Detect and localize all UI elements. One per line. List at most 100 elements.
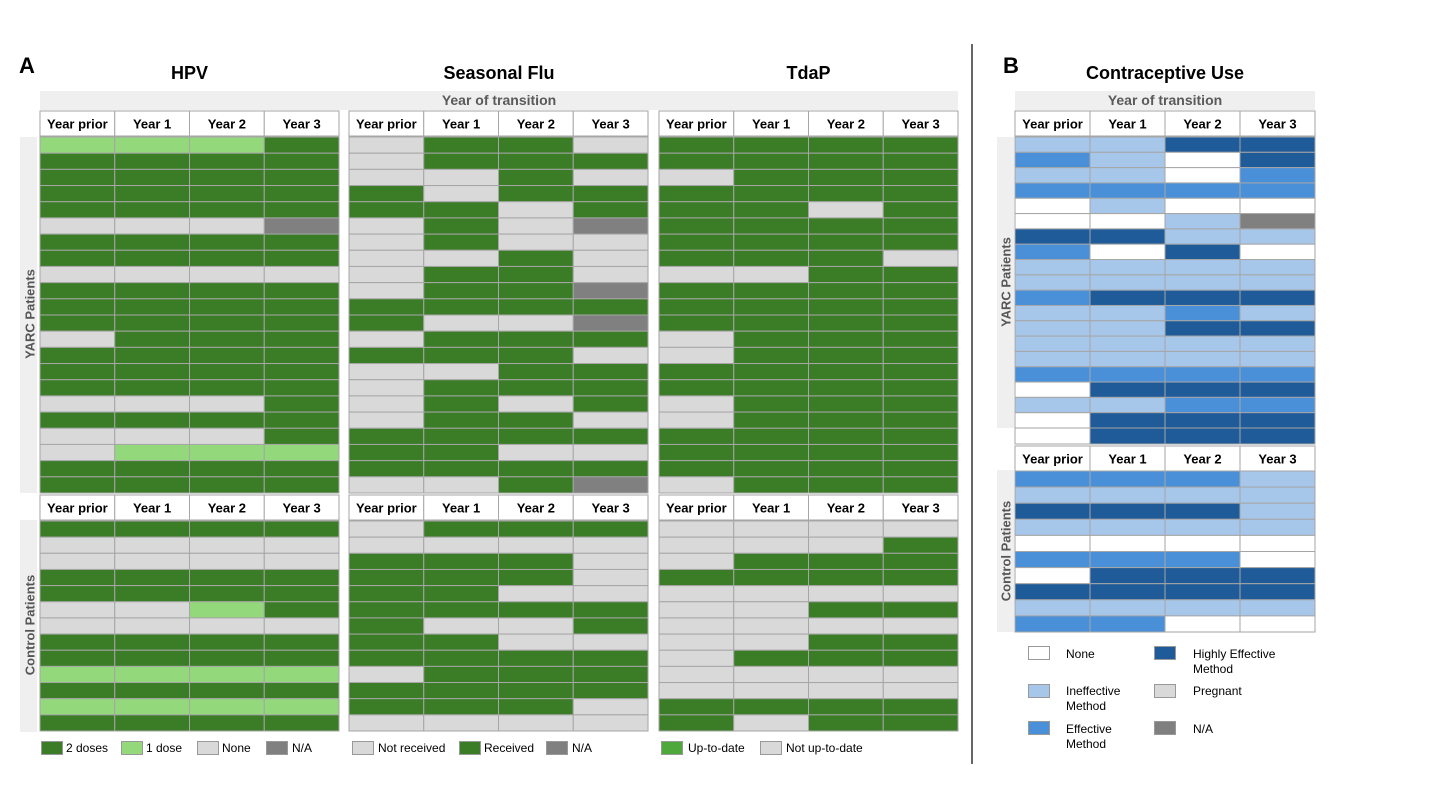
contraceptive-yarc-cell (1014, 259, 1091, 276)
contraceptive-control-column-header: Year 2 (1183, 452, 1221, 467)
seasonal-flu-yarc-cell (348, 363, 425, 381)
hpv-yarc-cell (39, 379, 116, 397)
hpv-yarc-cell (263, 249, 340, 267)
hpv-yarc-cell (114, 411, 190, 429)
tdap-control-cell (658, 649, 735, 667)
tdap-yarc-cell (658, 443, 735, 462)
hpv-yarc-cell (263, 476, 340, 494)
seasonal-flu-control-cell (423, 585, 499, 603)
hpv-yarc-cell (39, 346, 116, 365)
contraceptive-control-cell (1239, 470, 1316, 488)
seasonal-flu-yarc-cell (572, 136, 649, 154)
tdap-yarc-cell (733, 330, 809, 348)
tdap-yarc-cell (882, 443, 959, 462)
seasonal-flu-control-cell (423, 552, 499, 570)
tdap-yarc-cell (658, 265, 735, 284)
tdap-control-cell (882, 714, 959, 732)
tdap-yarc-cell (882, 298, 959, 316)
seasonal-flu-yarc-cell (498, 395, 574, 413)
contraceptive-yarc-cell (1164, 167, 1241, 184)
hpv-yarc-header-cell (39, 110, 116, 137)
seasonal-flu-control-column-header: Year 2 (517, 501, 555, 516)
seasonal-flu-yarc-cell (572, 201, 649, 219)
hpv-yarc-cell (189, 411, 265, 429)
contraceptive-control-cell (1239, 551, 1316, 569)
contraceptive-yarc-cell (1239, 412, 1316, 429)
contraceptive-yarc-cell (1014, 366, 1091, 383)
seasonal-flu-control-cell (348, 536, 425, 554)
contraceptive-control-header-cell (1239, 445, 1316, 472)
tdap-control-cell (733, 536, 809, 554)
hpv-yarc-cell (263, 185, 340, 203)
hpv-control-cell (263, 568, 340, 587)
tdap-title: TdaP (786, 63, 831, 83)
hpv-control-header-cell (263, 494, 340, 521)
hpv-control-cell (114, 649, 190, 667)
seasonal-flu-yarc-cell (572, 152, 649, 170)
seasonal-flu-yarc-cell (572, 460, 649, 478)
seasonal-flu-yarc-cell (572, 298, 649, 316)
seasonal-flu-yarc-cell (498, 443, 574, 462)
tdap-yarc-cell (658, 476, 735, 494)
seasonal-flu-yarc-cell (423, 168, 499, 187)
hpv-control-cell (39, 520, 116, 538)
hpv-yarc-cell (263, 282, 340, 300)
seasonal-flu-control-cell (348, 568, 425, 587)
seasonal-flu-yarc-cell (348, 476, 425, 494)
contraceptive-yarc-cell (1014, 350, 1091, 368)
tdap-yarc-column-header: Year prior (666, 117, 727, 132)
hpv-control-cell (114, 520, 190, 538)
hpv-yarc-cell (114, 363, 190, 381)
hpv-yarc-cell (263, 168, 340, 187)
seasonal-flu-yarc-cell (348, 395, 425, 413)
hpv-control-cell (263, 585, 340, 603)
hpv-yarc-cell (114, 476, 190, 494)
legend-label: Pregnant (1193, 684, 1242, 698)
contraceptive-yarc-cell (1239, 304, 1316, 322)
contraceptive-yarc-cell (1164, 151, 1241, 169)
tdap-yarc-cell (808, 136, 884, 154)
seasonal-flu-control-cell (498, 649, 574, 667)
seasonal-flu-yarc-cell (423, 363, 499, 381)
seasonal-flu-yarc-cell (498, 185, 574, 203)
seasonal-flu-yarc-cell (572, 379, 649, 397)
hpv-yarc-cell (189, 395, 265, 413)
tdap-yarc-header-cell (882, 110, 959, 137)
legend-label: 2 doses (66, 741, 109, 755)
tdap-yarc-cell (808, 363, 884, 381)
seasonal-flu-yarc-header-cell (572, 110, 649, 137)
tdap-yarc-header-cell (733, 110, 809, 137)
tdap-control-cell (808, 585, 884, 603)
tdap-control-cell (658, 520, 735, 538)
seasonal-flu-control-cell (423, 633, 499, 651)
contraceptive-yarc-cell (1239, 259, 1316, 276)
seasonal-flu-control-cell (498, 698, 574, 716)
tdap-control-cell (733, 585, 809, 603)
tdap-control-cell (808, 617, 884, 635)
hpv-yarc-cell (39, 217, 116, 235)
seasonal-flu-control-cell (572, 665, 649, 684)
contraceptive-yarc-cell (1239, 366, 1316, 383)
tdap-control-cell (882, 665, 959, 684)
tdap-yarc-cell (808, 152, 884, 170)
seasonal-flu-yarc-cell (572, 168, 649, 187)
hpv-yarc-cell (39, 411, 116, 429)
tdap-yarc-cell (733, 217, 809, 235)
contraceptive-yarc-cell (1239, 289, 1316, 306)
legend-swatch (266, 741, 288, 755)
hpv-yarc-cell (39, 201, 116, 219)
tdap-yarc-cell (658, 136, 735, 154)
contraceptive-control-cell (1239, 534, 1316, 553)
tdap-control-header-cell (882, 494, 959, 521)
legend-label: 1 dose (146, 741, 183, 755)
tdap-yarc-cell (882, 249, 959, 267)
tdap-yarc-cell (882, 201, 959, 219)
hpv-yarc-cell (39, 460, 116, 478)
seasonal-flu-control-header-cell (348, 494, 425, 521)
tdap-yarc-cell (733, 460, 809, 478)
hpv-yarc-cell (39, 185, 116, 203)
hpv-yarc-header-cell (189, 110, 265, 137)
tdap-control-cell (658, 617, 735, 635)
contraceptive-control-cell (1164, 502, 1241, 520)
seasonal-flu-control-cell (423, 698, 499, 716)
